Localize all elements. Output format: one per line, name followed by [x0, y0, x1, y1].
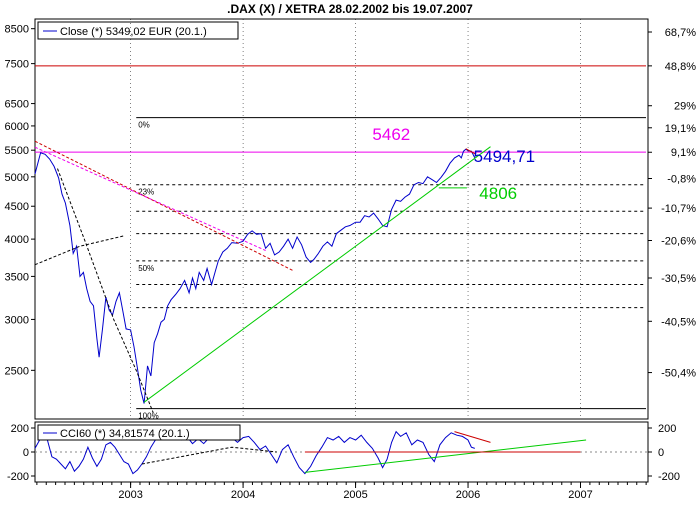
cci-y-tick-label-left: 200 [11, 423, 29, 435]
price-legend-label: Close (*) 5349,02 EUR (20.1.) [60, 26, 207, 38]
retracement-label: 23% [138, 188, 154, 197]
retracement-label: 50% [138, 264, 154, 273]
y-tick-label-right: -10,7% [661, 203, 696, 215]
cci-y-tick-label-left: 0 [23, 447, 29, 459]
price-annotation: 4806 [479, 184, 517, 203]
price-plot-frame [34, 18, 649, 420]
y-tick-label-right: -30,5% [661, 273, 696, 285]
y-tick-label-left: 2500 [5, 365, 29, 377]
y-tick-label-right: -20,6% [661, 236, 696, 248]
y-tick-label-left: 5500 [5, 145, 29, 157]
cci-y-tick-label-right: 200 [658, 423, 676, 435]
price-legend-box [37, 21, 239, 40]
cci-y-tick-label-right: -200 [658, 471, 680, 483]
y-tick-label-left: 4500 [5, 201, 29, 213]
x-tick-label: 2003 [118, 489, 142, 500]
y-tick-label-left: 8500 [5, 24, 29, 36]
cci-panel: -200 0 200 -200 0 200 CCI60 (*) 34,81574 (20.1… [7, 421, 680, 483]
x-tick-label: 2006 [456, 489, 480, 500]
price-annotation: 5494,71 [474, 147, 535, 166]
y-tick-label-right: 19,1% [665, 123, 696, 135]
y-tick-label-right: -0,8% [667, 173, 696, 185]
cci-y-tick-label-left: -200 [7, 471, 29, 483]
x-tick-label: 2007 [568, 489, 592, 500]
cci-legend: CCI60 (*) 34,81574 (20.1.) [37, 424, 241, 441]
price-overlay-line [143, 146, 491, 403]
price-annotation: 5462 [372, 125, 410, 144]
price-panel: 2500 3000 3500 4000 4500 5000 5500 6000 6500 7500… [5, 18, 696, 421]
y-tick-label-left: 3000 [5, 314, 29, 326]
x-axis: 2003 2004 2005 2006 2007 [36, 19, 647, 501]
cci-legend-box [37, 424, 241, 441]
cci-y-tick-label-right: 0 [658, 447, 664, 459]
y-tick-label-left: 7500 [5, 59, 29, 71]
price-main-line [34, 148, 476, 404]
cci-overlay-line [454, 431, 491, 443]
y-tick-label-right: 29% [674, 101, 696, 113]
price-legend: Close (*) 5349,02 EUR (20.1.) [37, 21, 239, 40]
cci-legend-label: CCI60 (*) 34,81574 (20.1.) [60, 428, 190, 440]
cci-overlay-line [141, 446, 277, 465]
x-tick-label: 2004 [231, 489, 255, 500]
retracement-label: 0% [138, 121, 150, 130]
y-tick-label-left: 3500 [5, 271, 29, 283]
y-tick-label-left: 6500 [5, 99, 29, 111]
price-overlay-line [34, 140, 294, 272]
price-overlay-line [57, 168, 154, 413]
chart-title: .DAX (X) / XETRA 28.02.2002 bis 19.07.20… [227, 2, 473, 16]
y-tick-label-right: 48,8% [665, 61, 696, 73]
y-tick-label-left: 6000 [5, 121, 29, 133]
y-tick-label-left: 5000 [5, 172, 29, 184]
retracement-label: 100% [138, 412, 158, 421]
price-overlay-line [465, 148, 477, 155]
x-tick-label: 2005 [343, 489, 367, 500]
y-tick-label-right: -50,4% [661, 368, 696, 380]
y-tick-label-left: 4000 [5, 234, 29, 246]
y-tick-label-right: 9,1% [671, 147, 696, 159]
y-tick-label-right: -40,5% [661, 316, 696, 328]
y-tick-label-right: 68,7% [665, 27, 696, 39]
cci-main-line [34, 430, 475, 475]
cci-overlay-line [304, 439, 587, 473]
price-overlay-line [34, 146, 266, 251]
price-overlay-line [34, 235, 126, 266]
